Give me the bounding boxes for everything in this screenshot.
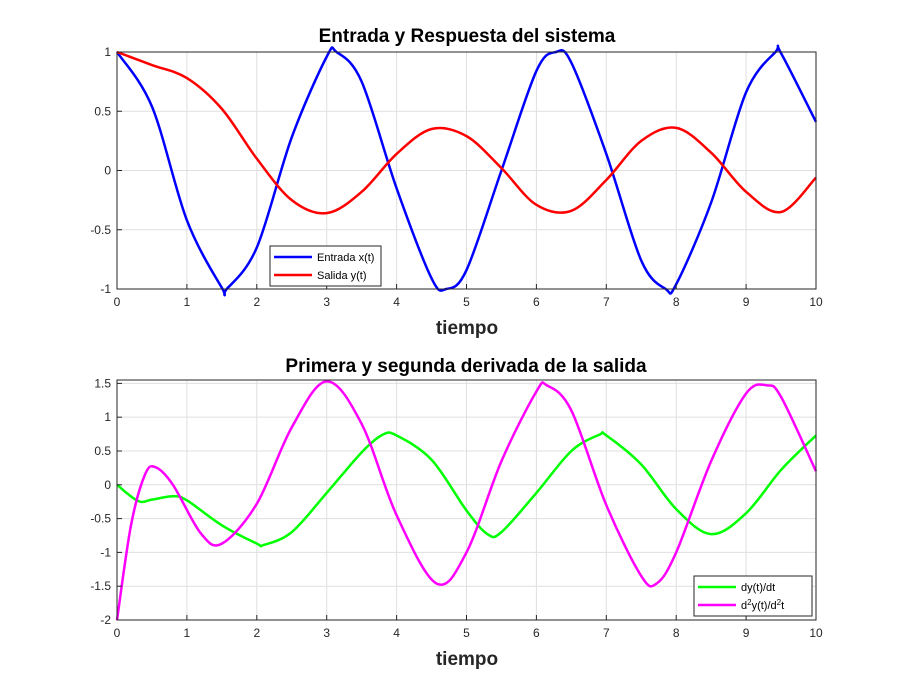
x-tick-label: 2 [253,626,260,640]
x-tick-label: 10 [809,626,823,640]
legend-label-salida: Salida y(t) [317,270,367,282]
x-tick-label: 3 [323,626,330,640]
y-ticks: 1 0.5 0 -0.5 -1 [90,45,122,296]
subplot-top: Entrada y Respuesta del sistema 0 1 2 3 4 5 6 7… [90,26,823,339]
legend: Entrada x(t) Salida y(t) [269,245,382,287]
y-tick-label: -1 [100,282,111,296]
legend: dy(t)/dt d2y(t)/d2t [693,575,813,617]
x-tick-label: 10 [809,295,823,309]
x-tick-label: 2 [253,295,260,309]
legend-label-dy: dy(t)/dt [741,582,775,594]
x-tick-label: 7 [603,626,610,640]
x-tick-label: 0 [114,295,121,309]
x-tick-label: 0 [114,626,121,640]
x-tick-label: 1 [184,626,191,640]
y-tick-label: 0.5 [94,444,111,458]
x-tick-label: 9 [743,295,750,309]
grid [116,51,817,290]
x-axis-label: tiempo [436,649,498,670]
y-tick-label: -0.5 [90,223,111,237]
x-ticks: 0 1 2 3 4 5 6 7 8 9 10 [114,284,823,309]
x-tick-label: 3 [323,295,330,309]
y-tick-label: -1.5 [90,579,111,593]
y-tick-label: -2 [100,613,111,627]
x-tick-label: 4 [393,626,400,640]
y-tick-label: 1 [104,410,111,424]
x-tick-label: 1 [184,295,191,309]
series-line-entrada [115,44,818,297]
series-line-d2y [115,380,818,621]
x-tick-label: 5 [463,626,470,640]
series-group [115,380,818,621]
legend-box [269,245,382,287]
x-tick-label: 6 [533,626,540,640]
chart-title: Primera y segunda derivada de la salida [285,356,647,377]
series-line-dy [116,431,817,548]
x-axis-label: tiempo [436,318,498,339]
legend-label-entrada: Entrada x(t) [317,252,374,264]
x-tick-label: 6 [533,295,540,309]
y-tick-label: 0.5 [94,104,111,118]
x-tick-label: 9 [743,626,750,640]
series-group [115,44,818,297]
legend-label-d2y: d2y(t)/d2t [741,598,784,613]
y-tick-label: 0 [104,478,111,492]
legend-box [693,575,813,617]
subplot-bottom: Primera y segunda derivada de la salida … [90,356,823,670]
chart-title: Entrada y Respuesta del sistema [319,26,616,47]
y-tick-label: -1 [100,545,111,559]
x-tick-label: 8 [673,626,680,640]
series-line-salida [116,50,817,215]
x-tick-label: 8 [673,295,680,309]
y-tick-label: -0.5 [90,512,111,526]
y-tick-label: 0 [104,164,111,178]
y-tick-label: 1.5 [94,376,111,390]
y-tick-label: 1 [104,45,111,59]
x-tick-label: 5 [463,295,470,309]
x-tick-label: 7 [603,295,610,309]
x-ticks: 0 1 2 3 4 5 6 7 8 9 10 [114,615,823,640]
x-tick-label: 4 [393,295,400,309]
y-ticks: 1.5 1 0.5 0 -0.5 -1 -1.5 -2 [90,376,122,627]
